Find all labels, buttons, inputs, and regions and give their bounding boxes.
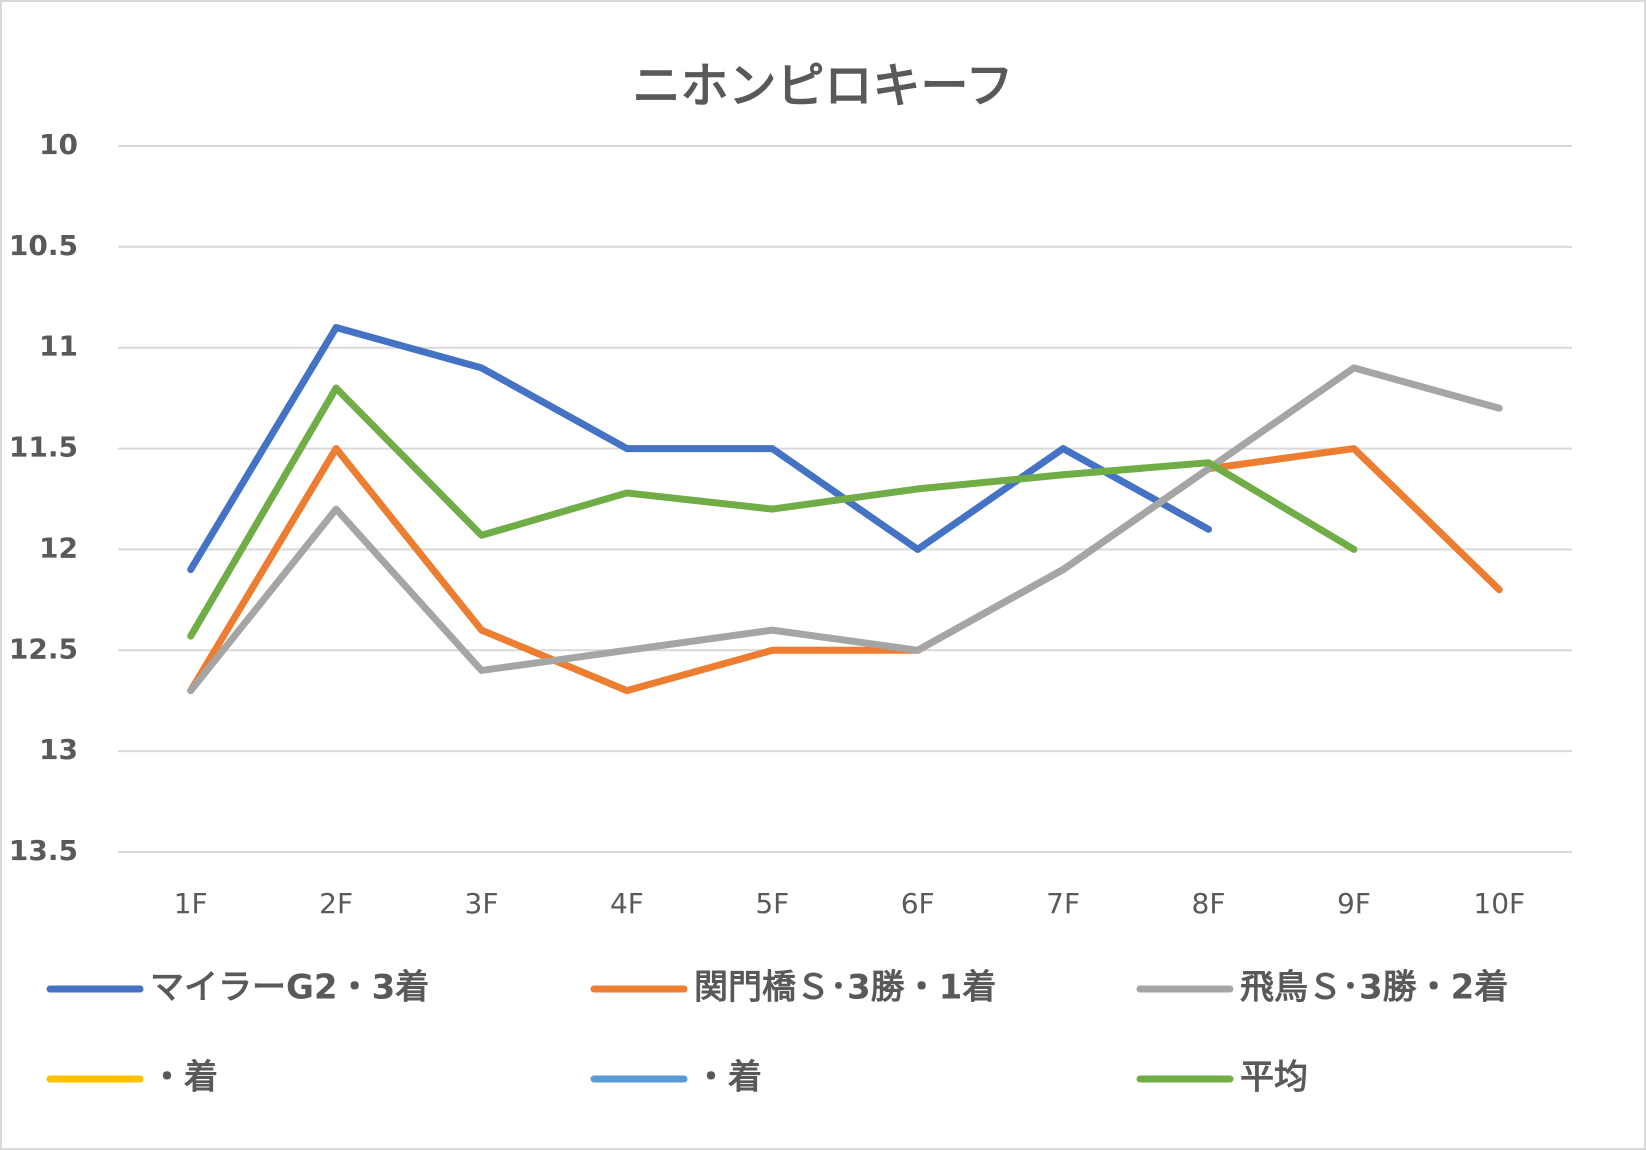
x-tick-label: 2F xyxy=(319,887,353,920)
legend-label: 平均 xyxy=(1240,1058,1308,1098)
series-line xyxy=(187,384,1358,640)
y-tick-label: 13 xyxy=(39,733,78,766)
x-tick-label: 8F xyxy=(1192,887,1226,920)
legend-label: マイラーG2・3着 xyxy=(150,968,429,1008)
x-tick-label: 4F xyxy=(610,887,644,920)
legend-label: 関門橋Ｓ･3勝・1着 xyxy=(694,968,996,1008)
chart-title: ニホンピロキーフ xyxy=(632,58,1013,114)
series-line xyxy=(187,324,1212,574)
x-tick-label: 1F xyxy=(174,887,208,920)
legend-label: ・着 xyxy=(150,1058,218,1098)
x-tick-label: 9F xyxy=(1337,887,1371,920)
x-tick-label: 7F xyxy=(1046,887,1080,920)
series-line xyxy=(187,364,1503,695)
y-tick-label: 10 xyxy=(39,128,78,161)
x-tick-label: 5F xyxy=(755,887,789,920)
x-tick-label: 3F xyxy=(465,887,499,920)
y-tick-label: 13.5 xyxy=(9,834,78,867)
y-tick-label: 11.5 xyxy=(9,431,78,464)
y-tick-label: 12.5 xyxy=(9,632,78,665)
x-tick-label: 6F xyxy=(901,887,935,920)
x-tick-label: 10F xyxy=(1473,887,1525,920)
legend-label: ・着 xyxy=(694,1058,762,1098)
y-tick-label: 10.5 xyxy=(9,229,78,262)
y-tick-label: 11 xyxy=(39,330,78,363)
series-line xyxy=(187,445,1503,695)
legend-label: 飛鳥Ｓ･3勝・2着 xyxy=(1240,968,1508,1008)
y-tick-label: 12 xyxy=(39,531,78,564)
